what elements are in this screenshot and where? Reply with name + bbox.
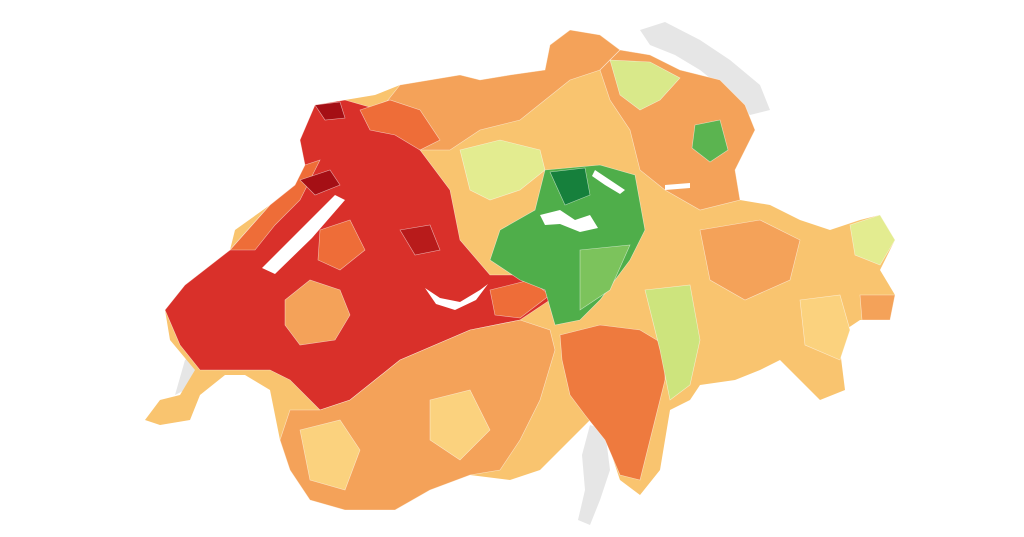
lake-constance (640, 22, 770, 115)
region-west-orange (229, 159, 321, 251)
lake-lucerne (540, 210, 598, 232)
region-west-orange (317, 219, 366, 271)
region-dark-red (299, 169, 341, 196)
region-centre-green (579, 244, 631, 311)
region-east-light (799, 294, 851, 361)
lake-walen (665, 183, 690, 190)
region-east-green (644, 284, 701, 401)
region-dark-red (399, 224, 441, 256)
region-south-light (429, 389, 491, 461)
region-west-orange (489, 279, 551, 319)
region-east-light (849, 214, 896, 266)
region-west-orange (359, 99, 441, 151)
lake-neuchatel (262, 195, 345, 274)
region-south-light (299, 419, 361, 491)
region-dark-green (549, 167, 591, 206)
region-north (379, 29, 621, 151)
region-dark-red (314, 101, 346, 121)
region-light (459, 139, 546, 201)
region-light (609, 59, 681, 111)
region-east (699, 219, 801, 301)
lake-zurich (592, 170, 625, 194)
lake-thun-brienz (425, 284, 488, 310)
region-ticino (559, 324, 666, 481)
region-east (859, 294, 896, 321)
region-green-patch (691, 119, 729, 163)
lake-maggiore (578, 425, 610, 525)
region-west-orange (284, 279, 351, 346)
